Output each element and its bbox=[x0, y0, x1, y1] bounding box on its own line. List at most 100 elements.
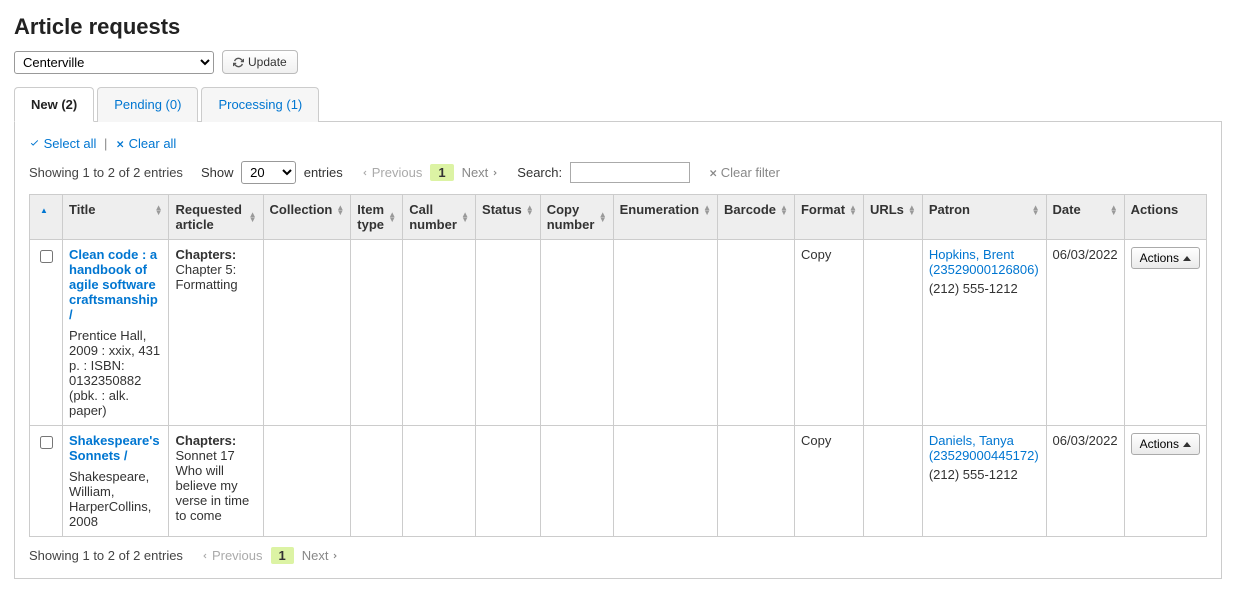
col-requested-article[interactable]: Requested article▲▼ bbox=[169, 195, 263, 240]
cell-date: 06/03/2022 bbox=[1046, 240, 1124, 426]
check-icon bbox=[29, 138, 40, 149]
cell-item-type bbox=[351, 426, 403, 537]
publication-info: Prentice Hall, 2009 : xxix, 431 p. : ISB… bbox=[69, 328, 162, 418]
update-button[interactable]: Update bbox=[222, 50, 298, 74]
chapters-label: Chapters: bbox=[175, 433, 236, 448]
cell-title: Clean code : a handbook of agile softwar… bbox=[63, 240, 169, 426]
search-label: Search: bbox=[517, 165, 562, 180]
update-button-label: Update bbox=[248, 55, 287, 69]
cell-format: Copy bbox=[794, 426, 863, 537]
cell-date: 06/03/2022 bbox=[1046, 426, 1124, 537]
col-enumeration[interactable]: Enumeration▲▼ bbox=[613, 195, 717, 240]
cell-item-type bbox=[351, 240, 403, 426]
cell-collection bbox=[263, 426, 351, 537]
tab-processing[interactable]: Processing (1) bbox=[201, 87, 319, 122]
cell-patron: Daniels, Tanya (23529000445172) (212) 55… bbox=[922, 426, 1046, 537]
patron-link[interactable]: Daniels, Tanya (23529000445172) bbox=[929, 433, 1039, 463]
close-icon bbox=[115, 139, 125, 149]
cell-patron: Hopkins, Brent (23529000126806) (212) 55… bbox=[922, 240, 1046, 426]
actions-label: Actions bbox=[1140, 437, 1179, 451]
chevron-right-icon bbox=[491, 168, 499, 178]
cell-status bbox=[476, 240, 541, 426]
close-icon bbox=[708, 168, 718, 178]
page-title: Article requests bbox=[14, 14, 1222, 40]
tab-new[interactable]: New (2) bbox=[14, 87, 94, 122]
next-button-bottom[interactable]: Next bbox=[302, 548, 340, 563]
col-barcode[interactable]: Barcode▲▼ bbox=[718, 195, 795, 240]
clear-all-link[interactable]: Clear all bbox=[115, 136, 176, 151]
next-button[interactable]: Next bbox=[462, 165, 500, 180]
select-all-label: Select all bbox=[44, 136, 97, 151]
col-date-label: Date bbox=[1053, 202, 1081, 217]
cell-requested-article: Chapters: Sonnet 17 Who will believe my … bbox=[169, 426, 263, 537]
table-row: Clean code : a handbook of agile softwar… bbox=[30, 240, 1207, 426]
tab-panel: Select all | Clear all Showing 1 to 2 of… bbox=[14, 122, 1222, 579]
col-urls[interactable]: URLs▲▼ bbox=[863, 195, 922, 240]
pager-top: Previous 1 Next bbox=[361, 164, 500, 181]
col-patron[interactable]: Patron▲▼ bbox=[922, 195, 1046, 240]
selection-links: Select all | Clear all bbox=[29, 136, 1207, 151]
col-patron-label: Patron bbox=[929, 202, 970, 217]
col-title-label: Title bbox=[69, 202, 96, 217]
col-item-type-label: Item type bbox=[357, 202, 384, 232]
actions-button[interactable]: Actions bbox=[1131, 433, 1200, 455]
entries-info-bottom: Showing 1 to 2 of 2 entries bbox=[29, 548, 183, 563]
actions-label: Actions bbox=[1140, 251, 1179, 265]
chevron-right-icon bbox=[331, 551, 339, 561]
col-status[interactable]: Status▲▼ bbox=[476, 195, 541, 240]
col-copy-number-label: Copy number bbox=[547, 202, 595, 232]
col-collection[interactable]: Collection▲▼ bbox=[263, 195, 351, 240]
cell-collection bbox=[263, 240, 351, 426]
table-controls-top: Showing 1 to 2 of 2 entries Show 20 entr… bbox=[29, 161, 1207, 184]
col-item-type[interactable]: Item type▲▼ bbox=[351, 195, 403, 240]
page-size-select[interactable]: 20 bbox=[241, 161, 296, 184]
cell-title: Shakespeare's Sonnets / Shakespeare, Wil… bbox=[63, 426, 169, 537]
chevron-left-icon bbox=[201, 551, 209, 561]
patron-phone: (212) 555-1212 bbox=[929, 467, 1040, 482]
cell-enumeration bbox=[613, 240, 717, 426]
previous-label-bottom: Previous bbox=[212, 548, 263, 563]
cell-call-number bbox=[403, 240, 476, 426]
show-label-after: entries bbox=[304, 165, 343, 180]
chevron-left-icon bbox=[361, 168, 369, 178]
caret-up-icon bbox=[1183, 256, 1191, 261]
clear-filter-link[interactable]: Clear filter bbox=[708, 165, 780, 180]
title-link[interactable]: Clean code : a handbook of agile softwar… bbox=[69, 247, 158, 322]
title-link[interactable]: Shakespeare's Sonnets / bbox=[69, 433, 160, 463]
col-urls-label: URLs bbox=[870, 202, 904, 217]
col-copy-number[interactable]: Copy number▲▼ bbox=[540, 195, 613, 240]
branch-toolbar: Centerville Update bbox=[14, 50, 1222, 74]
cell-barcode bbox=[718, 240, 795, 426]
row-checkbox[interactable] bbox=[40, 250, 53, 263]
table-controls-bottom: Showing 1 to 2 of 2 entries Previous 1 N… bbox=[29, 547, 1207, 564]
previous-button-bottom[interactable]: Previous bbox=[201, 548, 263, 563]
tabs: New (2) Pending (0) Processing (1) bbox=[14, 86, 1222, 122]
separator: | bbox=[104, 136, 107, 151]
col-requested-article-label: Requested article bbox=[175, 202, 244, 232]
chapters-label: Chapters: bbox=[175, 247, 236, 262]
select-all-link[interactable]: Select all bbox=[29, 136, 100, 151]
col-format-label: Format bbox=[801, 202, 845, 217]
cell-status bbox=[476, 426, 541, 537]
actions-button[interactable]: Actions bbox=[1131, 247, 1200, 269]
previous-button[interactable]: Previous bbox=[361, 165, 423, 180]
row-checkbox[interactable] bbox=[40, 436, 53, 449]
patron-link[interactable]: Hopkins, Brent (23529000126806) bbox=[929, 247, 1039, 277]
cell-urls bbox=[863, 426, 922, 537]
search-box: Search: bbox=[517, 162, 689, 183]
col-format[interactable]: Format▲▼ bbox=[794, 195, 863, 240]
col-title[interactable]: Title▲▼ bbox=[63, 195, 169, 240]
col-enumeration-label: Enumeration bbox=[620, 202, 699, 217]
col-call-number[interactable]: Call number▲▼ bbox=[403, 195, 476, 240]
col-checkbox[interactable]: ▲ bbox=[30, 195, 63, 240]
tab-pending[interactable]: Pending (0) bbox=[97, 87, 198, 122]
branch-select[interactable]: Centerville bbox=[14, 51, 214, 74]
cell-actions: Actions bbox=[1124, 240, 1206, 426]
page-number[interactable]: 1 bbox=[430, 164, 453, 181]
cell-copy-number bbox=[540, 426, 613, 537]
search-input[interactable] bbox=[570, 162, 690, 183]
next-label-bottom: Next bbox=[302, 548, 329, 563]
cell-urls bbox=[863, 240, 922, 426]
page-number-bottom[interactable]: 1 bbox=[271, 547, 294, 564]
col-date[interactable]: Date▲▼ bbox=[1046, 195, 1124, 240]
